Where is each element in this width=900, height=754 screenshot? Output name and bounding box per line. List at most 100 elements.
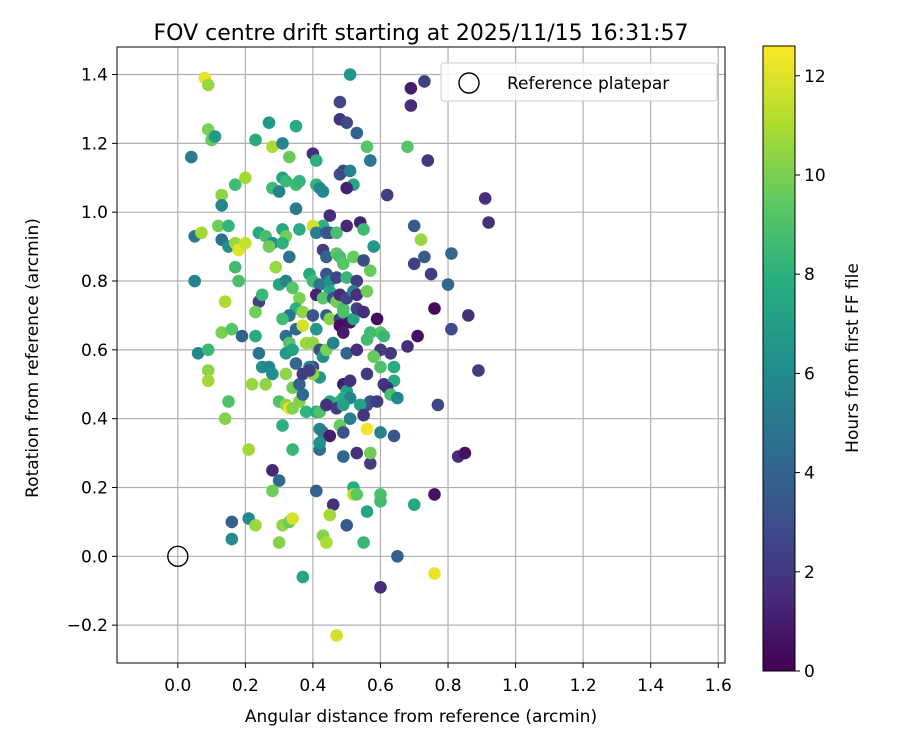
data-point-266 [418,250,431,264]
data-point-12 [212,219,225,233]
data-point-173 [370,312,384,326]
data-point-35 [242,443,255,456]
data-point-166 [323,312,337,326]
data-point-250 [330,629,343,642]
data-point-32 [225,515,239,529]
data-point-121 [343,164,357,178]
data-point-101 [266,484,279,498]
data-point-127 [310,226,323,240]
data-point-255 [458,446,472,460]
data-point-253 [428,488,441,501]
data-point-215 [320,398,333,412]
data-point-200 [384,347,397,360]
data-point-249 [374,581,387,594]
legend-box [440,62,718,102]
data-point-123 [340,181,354,195]
data-point-172 [357,305,370,319]
data-point-217 [337,398,350,412]
data-point-141 [347,250,360,264]
data-point-117 [360,140,374,154]
data-point-161 [350,288,364,302]
x-tick-label: 0.2 [232,676,259,696]
data-point-218 [353,398,367,412]
data-point-273 [404,82,418,95]
y-tick-label: 0.2 [81,478,108,498]
data-point-272 [404,99,418,112]
data-point-248 [391,550,404,563]
data-point-232 [350,446,364,460]
y-tick-label: 0.8 [81,272,108,292]
data-point-31 [218,412,232,426]
data-point-224 [337,426,350,439]
data-point-267 [445,247,458,260]
colorbar-ticks: 0 2 4 6 8 10 12 [795,67,826,682]
data-point-78 [252,347,266,360]
data-point-142 [357,254,370,267]
data-point-252 [407,498,421,512]
data-point-22 [218,295,232,309]
data-point-168 [337,305,350,319]
data-point-201 [387,360,401,374]
data-point-89 [259,378,272,391]
data-point-238 [350,488,364,501]
y-tick-label: 0.6 [81,341,108,361]
data-point-106 [296,570,310,584]
data-point-13 [222,219,235,233]
y-axis-label: Rotation from reference (arcmin) [23,218,43,498]
data-point-184 [326,336,340,350]
data-point-45 [272,185,286,198]
data-point-27 [201,343,215,357]
y-tick-label: 1.0 [81,203,108,223]
x-tick-label: 0.4 [299,676,326,696]
data-point-20 [232,274,245,288]
data-point-260 [428,302,441,315]
data-point-60 [283,250,296,264]
data-point-140 [337,257,350,271]
data-point-257 [472,364,485,377]
data-point-143 [364,264,377,278]
data-point-6 [215,188,228,202]
data-point-230 [313,436,327,450]
reference-platepar-marker [167,545,189,568]
data-point-170 [347,312,360,326]
data-point-235 [310,484,323,498]
data-point-21 [188,274,201,288]
data-point-209 [370,395,384,408]
data-point-197 [360,367,374,381]
data-point-49 [293,174,306,188]
data-point-186 [350,343,364,357]
data-point-187 [360,333,374,346]
data-point-47 [279,174,293,188]
data-point-179 [337,326,350,339]
data-point-231 [337,450,350,463]
data-point-111 [316,185,330,198]
data-point-81 [266,367,279,381]
data-point-262 [462,309,475,322]
data-point-131 [340,219,354,233]
data-point-59 [269,260,283,274]
x-tick-label: 0.0 [164,676,191,696]
data-point-84 [289,357,303,370]
data-point-263 [441,278,455,291]
data-point-240 [360,505,374,518]
data-point-9 [239,171,252,185]
data-point-185 [340,347,354,360]
data-point-198 [374,360,387,374]
data-point-98 [286,443,299,456]
data-point-36 [249,519,262,532]
y-axis-ticks: −0.2 0.0 0.2 0.4 0.6 0.8 1.0 1.2 1.4 [67,66,117,636]
data-point-25 [235,329,249,343]
data-point-239 [326,498,340,512]
data-points [185,68,495,642]
data-point-193 [303,364,316,377]
colorbar-tick-label: 0 [804,662,815,682]
y-tick-label: −0.2 [67,616,108,636]
data-point-28 [201,364,215,377]
data-point-112 [333,95,347,109]
data-point-72 [249,329,262,343]
x-tick-label: 0.8 [434,676,461,696]
data-point-97 [276,419,289,432]
data-point-1 [201,78,215,92]
x-axis-label: Angular distance from reference (arcmin) [245,707,597,727]
data-point-164 [310,322,323,336]
